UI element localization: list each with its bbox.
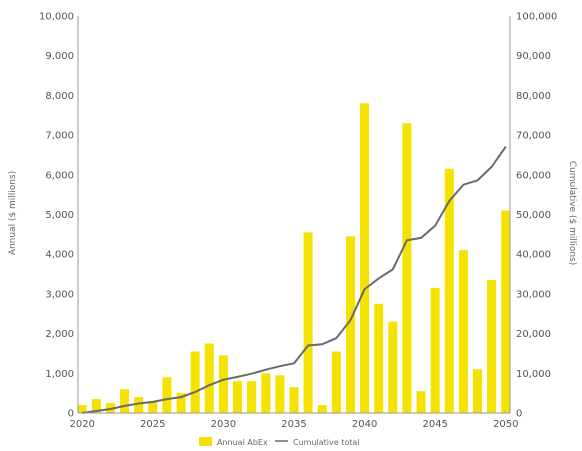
- bar-2045: [430, 287, 440, 413]
- bar-2026: [162, 377, 172, 413]
- bar-2044: [416, 391, 426, 413]
- bar-2039: [346, 236, 355, 413]
- y2-tick-label: 90,000: [516, 51, 551, 62]
- bar-2048: [473, 369, 482, 413]
- bar-2030: [218, 355, 228, 413]
- y-tick-label: 5,000: [45, 210, 74, 221]
- bar-2038: [331, 351, 341, 413]
- x-tick-label: 2040: [352, 419, 377, 430]
- y2-tick-label: 20,000: [516, 329, 551, 340]
- x-ticks-group: 2020 2025 2030 2035 2040 2045 2050: [69, 419, 518, 430]
- cumulative-line: [82, 146, 507, 414]
- y-tick-label: 8,000: [45, 91, 74, 102]
- legend-bar-swatch: [199, 437, 212, 446]
- bar-2033: [261, 373, 271, 413]
- y-tick-label: 0: [68, 409, 74, 420]
- legend-line-label: Cumulative total: [293, 438, 360, 447]
- bar-2029: [204, 343, 214, 413]
- bar-2020: [77, 405, 87, 413]
- bar-2042: [388, 321, 398, 413]
- bar-2034: [275, 375, 285, 413]
- bar-2031: [233, 381, 242, 413]
- y2-tick-label: 80,000: [516, 91, 551, 102]
- y-tick-label: 10,000: [39, 12, 74, 23]
- bar-2036: [303, 232, 313, 413]
- bar-2024: [134, 397, 144, 413]
- y-tick-label: 1,000: [45, 369, 74, 380]
- x-tick-label: 2020: [69, 419, 94, 430]
- bar-2037: [317, 405, 327, 413]
- y2-tick-label: 10,000: [516, 369, 551, 380]
- bar-2049: [487, 280, 497, 413]
- bar-2021: [91, 399, 101, 413]
- bar-2025: [148, 401, 158, 413]
- x-tick-label: 2030: [211, 419, 236, 430]
- bar-2050: [501, 210, 511, 413]
- y-tick-label: 3,000: [45, 289, 74, 300]
- bar-2040: [360, 103, 370, 414]
- x-tick-label: 2025: [140, 419, 165, 430]
- y2-tick-label: 40,000: [516, 250, 551, 261]
- legend: Annual AbEx Cumulative total: [199, 437, 360, 447]
- bar-2032: [247, 381, 257, 413]
- axes-group: [77, 16, 511, 414]
- y2-tick-label: 50,000: [516, 210, 551, 221]
- y2-tick-label: 70,000: [516, 131, 551, 142]
- x-tick-label: 2035: [281, 419, 306, 430]
- y2-tick-label: 30,000: [516, 289, 551, 300]
- bars-group: [77, 103, 511, 414]
- x-tick-label: 2045: [422, 419, 447, 430]
- y-tick-label: 7,000: [45, 131, 74, 142]
- y2-axis-title: Cumulative ($ millions): [567, 161, 577, 266]
- bar-2041: [374, 303, 384, 413]
- y2-tick-label: 60,000: [516, 170, 551, 181]
- bar-2035: [289, 387, 299, 413]
- y2-tick-label: 100,000: [516, 12, 557, 23]
- bar-2043: [402, 123, 412, 413]
- y-axis-title: Annual ($ millions): [8, 171, 18, 255]
- bar-2046: [444, 168, 454, 413]
- bar-2023: [120, 389, 130, 413]
- y-tick-label: 9,000: [45, 51, 74, 62]
- bar-2028: [190, 351, 200, 413]
- x-tick-label: 2050: [493, 419, 518, 430]
- bar-2027: [176, 393, 186, 413]
- y2-tick-label: 0: [516, 409, 522, 420]
- y-tick-label: 2,000: [45, 329, 74, 340]
- y-tick-label: 6,000: [45, 170, 74, 181]
- legend-bar-label: Annual AbEx: [217, 438, 268, 447]
- bar-2047: [458, 250, 468, 413]
- y-tick-label: 4,000: [45, 250, 74, 261]
- y-ticks-group: 0 1,000 2,000 3,000 4,000 5,000 6,000 7,000 8,00…: [39, 12, 74, 420]
- y2-ticks-group: 0 10,000 20,000 30,000 40,000 50,000 60,000 70,…: [516, 12, 557, 420]
